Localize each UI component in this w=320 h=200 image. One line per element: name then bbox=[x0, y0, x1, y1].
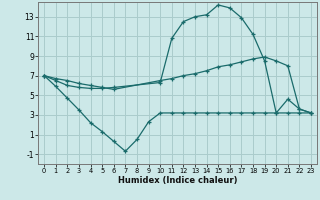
X-axis label: Humidex (Indice chaleur): Humidex (Indice chaleur) bbox=[118, 176, 237, 185]
